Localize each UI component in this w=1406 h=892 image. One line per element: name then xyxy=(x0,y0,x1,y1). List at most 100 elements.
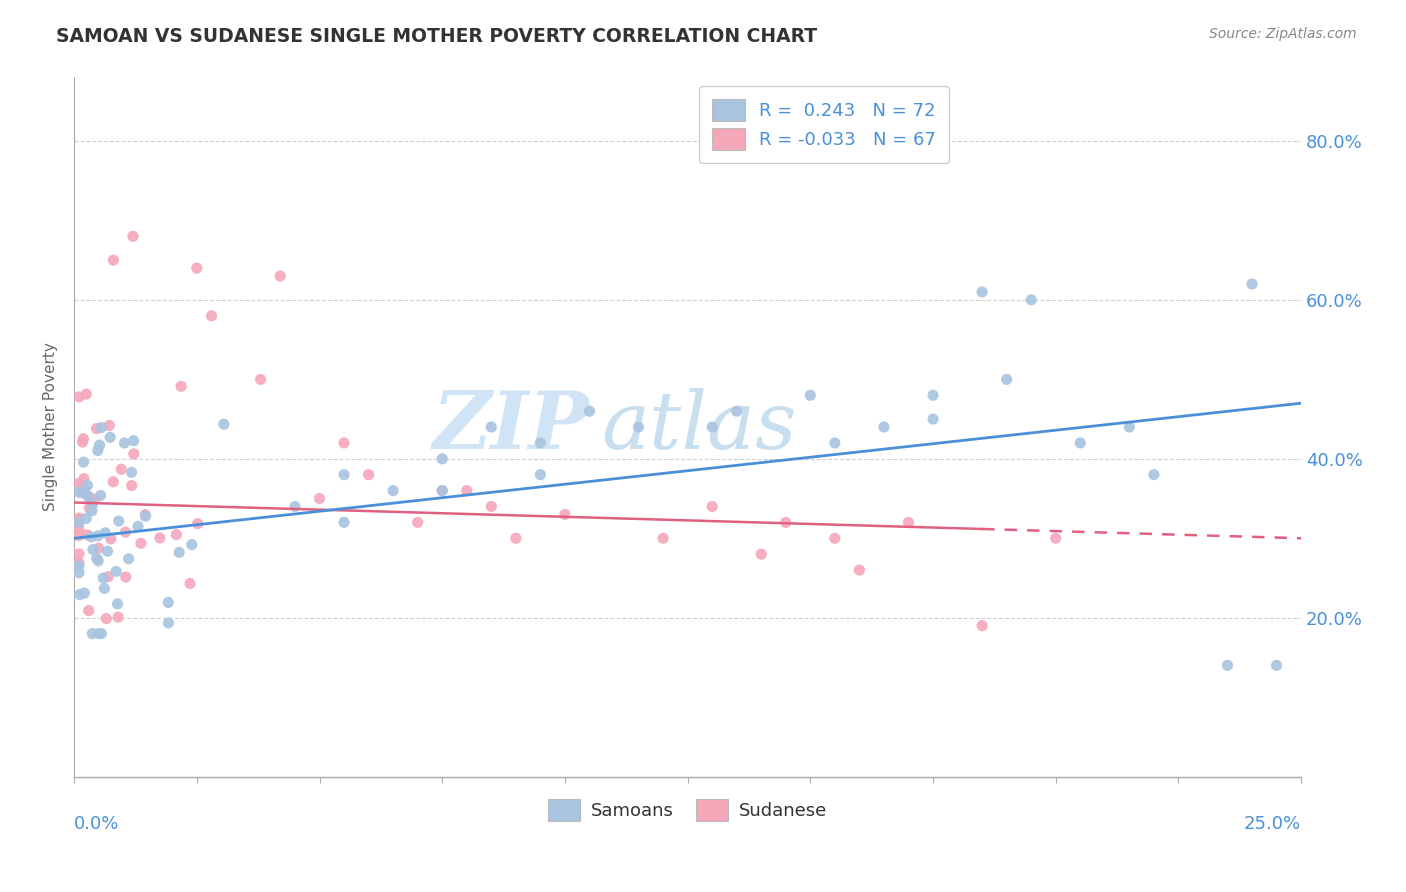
Point xyxy=(122,447,145,461)
Point xyxy=(72,455,94,469)
Point xyxy=(67,556,90,570)
Point xyxy=(995,372,1018,386)
Point xyxy=(91,571,114,585)
Point xyxy=(76,488,98,502)
Point xyxy=(87,529,110,543)
Point xyxy=(406,516,429,530)
Point xyxy=(100,532,122,546)
Point xyxy=(775,516,797,530)
Point xyxy=(117,551,139,566)
Point xyxy=(180,537,202,551)
Point xyxy=(1143,467,1166,482)
Point xyxy=(505,531,527,545)
Point xyxy=(76,478,98,492)
Point xyxy=(96,612,118,626)
Point xyxy=(529,467,551,482)
Point xyxy=(167,545,190,559)
Point xyxy=(114,525,136,540)
Point xyxy=(1069,436,1091,450)
Point xyxy=(82,498,104,512)
Point xyxy=(479,420,502,434)
Point xyxy=(67,476,90,491)
Point xyxy=(652,531,675,545)
Text: ZIP: ZIP xyxy=(433,388,589,466)
Point xyxy=(90,626,112,640)
Point xyxy=(87,443,110,458)
Point xyxy=(107,514,129,528)
Point xyxy=(121,466,143,480)
Point xyxy=(725,404,748,418)
Point xyxy=(77,490,100,504)
Point xyxy=(105,565,128,579)
Point xyxy=(89,438,111,452)
Point xyxy=(134,508,156,522)
Point xyxy=(103,475,125,489)
Point xyxy=(200,309,222,323)
Point xyxy=(357,467,380,482)
Point xyxy=(848,563,870,577)
Point xyxy=(897,516,920,530)
Point xyxy=(432,483,454,498)
Point xyxy=(67,390,90,404)
Point xyxy=(77,604,100,618)
Point xyxy=(1118,420,1140,434)
Point xyxy=(107,597,129,611)
Point xyxy=(90,420,112,434)
Point xyxy=(127,519,149,533)
Point xyxy=(972,285,994,299)
Point xyxy=(80,503,103,517)
Point xyxy=(456,483,478,498)
Point xyxy=(114,436,136,450)
Point xyxy=(86,421,108,435)
Point xyxy=(121,478,143,492)
Point xyxy=(83,492,105,507)
Point xyxy=(96,544,118,558)
Point xyxy=(157,615,180,630)
Point xyxy=(578,404,600,418)
Point xyxy=(333,516,356,530)
Point xyxy=(76,528,98,542)
Legend: Samoans, Sudanese: Samoans, Sudanese xyxy=(538,790,837,830)
Point xyxy=(94,525,117,540)
Point xyxy=(212,417,235,432)
Point xyxy=(67,566,90,580)
Point xyxy=(75,387,97,401)
Point xyxy=(627,420,650,434)
Point xyxy=(67,558,90,573)
Point xyxy=(73,586,96,600)
Point xyxy=(87,554,110,568)
Point xyxy=(702,420,724,434)
Point xyxy=(333,436,356,450)
Point xyxy=(114,570,136,584)
Text: 25.0%: 25.0% xyxy=(1244,815,1301,833)
Point xyxy=(157,595,180,609)
Point xyxy=(122,434,145,448)
Point xyxy=(129,536,152,550)
Point xyxy=(82,626,104,640)
Point xyxy=(75,511,97,525)
Point xyxy=(165,527,187,541)
Point xyxy=(554,508,576,522)
Point xyxy=(269,268,291,283)
Point xyxy=(1265,658,1288,673)
Point xyxy=(73,471,96,485)
Point xyxy=(72,432,94,446)
Point xyxy=(93,582,115,596)
Point xyxy=(149,531,172,545)
Point xyxy=(382,483,405,498)
Point xyxy=(97,570,120,584)
Point xyxy=(972,618,994,632)
Point xyxy=(67,511,90,525)
Point xyxy=(98,430,121,444)
Text: Source: ZipAtlas.com: Source: ZipAtlas.com xyxy=(1209,27,1357,41)
Point xyxy=(87,626,110,640)
Point xyxy=(67,547,90,561)
Point xyxy=(67,513,90,527)
Point xyxy=(922,412,945,426)
Point xyxy=(110,462,132,476)
Point xyxy=(67,528,90,542)
Point xyxy=(86,551,108,566)
Point xyxy=(824,531,846,545)
Point xyxy=(122,229,145,244)
Point xyxy=(308,491,330,506)
